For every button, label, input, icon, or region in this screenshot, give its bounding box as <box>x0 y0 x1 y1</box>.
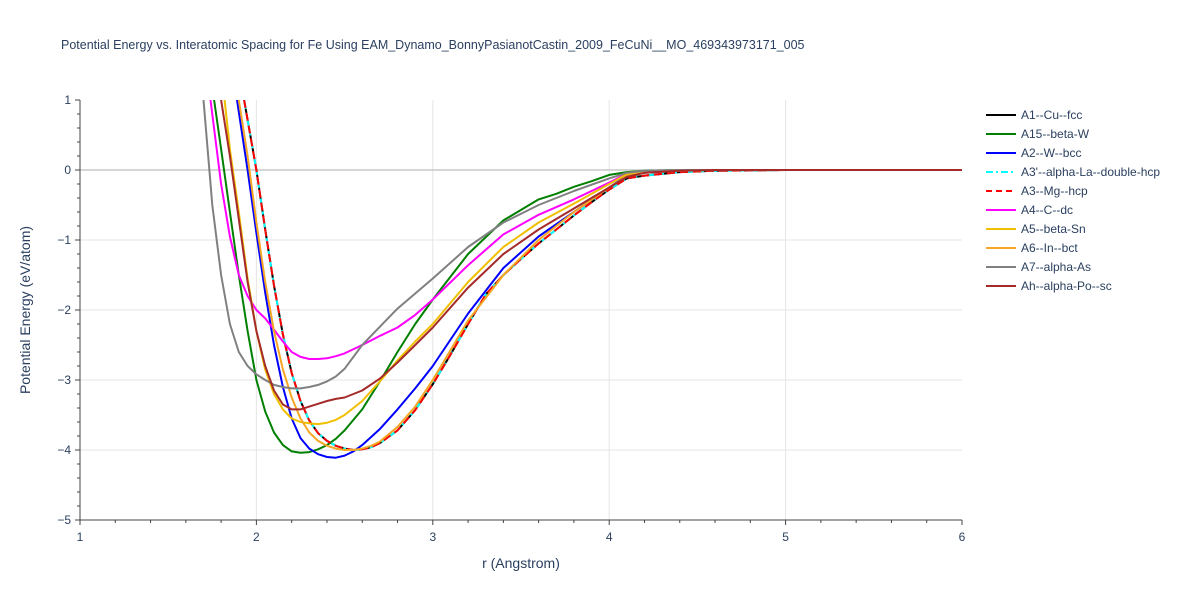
y-tick-label: −4 <box>57 443 71 457</box>
grid-layer <box>80 100 962 520</box>
series-line-2 <box>236 100 962 459</box>
y-tick-label: −3 <box>57 373 71 387</box>
legend-label-6: A5--beta-Sn <box>1021 222 1086 236</box>
y-tick-label: 0 <box>64 163 71 177</box>
legend-label-0: A1--Cu--fcc <box>1021 108 1082 122</box>
legend-label-7: A6--In--bct <box>1021 241 1078 255</box>
series-line-6 <box>223 100 962 426</box>
x-axis-title: r (Angstrom) <box>482 555 560 571</box>
y-tick-label: 1 <box>64 93 71 107</box>
y-tick-label: −5 <box>57 513 71 527</box>
series-line-0 <box>243 100 962 451</box>
legend: A1--Cu--fcc A15--beta-W A2--W--bcc A3'--alp… <box>986 108 1160 293</box>
chart-title: Potential Energy vs. Interatomic Spacing… <box>61 38 805 52</box>
x-tick-label: 5 <box>782 530 789 544</box>
legend-label-3: A3'--alpha-La--double-hcp <box>1021 165 1160 179</box>
axis-layer <box>75 99 963 525</box>
series-line-5 <box>209 100 962 360</box>
series-line-3 <box>243 100 962 451</box>
legend-label-8: A7--alpha-As <box>1021 260 1091 274</box>
legend-label-4: A3--Mg--hcp <box>1021 184 1088 198</box>
tick-label-layer: 1 2 3 4 5 6 −5 −4 −3 −2 −1 0 1 <box>57 93 965 544</box>
y-tick-label: −1 <box>57 233 71 247</box>
legend-label-1: A15--beta-W <box>1021 127 1090 141</box>
series-layer <box>202 100 962 459</box>
x-tick-label: 6 <box>959 530 966 544</box>
legend-label-2: A2--W--bcc <box>1021 146 1081 160</box>
legend-label-5: A4--C--dc <box>1021 203 1073 217</box>
series-line-1 <box>213 100 962 454</box>
series-line-9 <box>220 100 962 411</box>
y-axis-title: Potential Energy (eV/atom) <box>17 226 33 394</box>
series-line-4 <box>243 100 962 451</box>
series-line-8 <box>202 100 962 390</box>
x-tick-label: 1 <box>77 530 84 544</box>
legend-label-9: Ah--alpha-Po--sc <box>1021 279 1112 293</box>
x-tick-label: 3 <box>429 530 436 544</box>
x-tick-label: 4 <box>606 530 613 544</box>
y-tick-label: −2 <box>57 303 71 317</box>
x-tick-label: 2 <box>253 530 260 544</box>
